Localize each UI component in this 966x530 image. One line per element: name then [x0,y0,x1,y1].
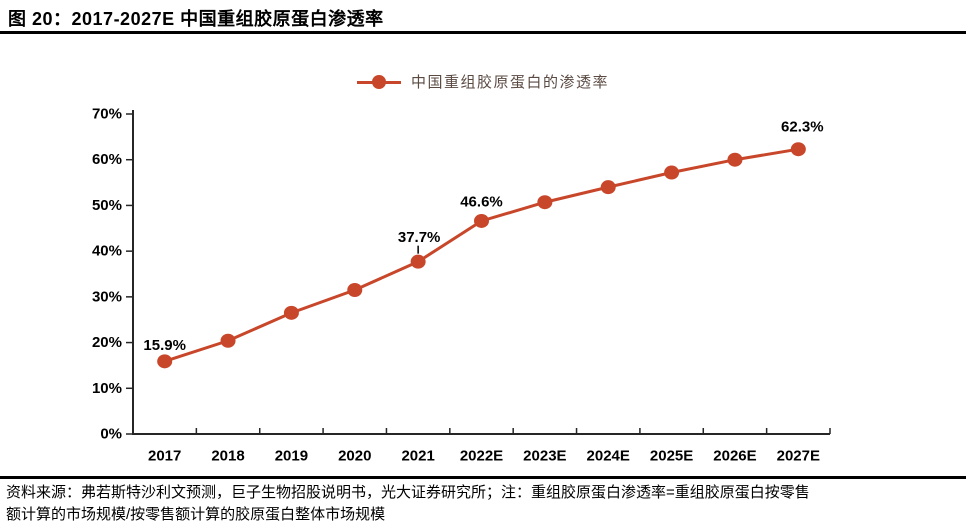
data-point [727,152,743,167]
legend-label: 中国重组胶原蛋白的渗透率 [410,75,609,91]
y-tick-label: 70% [92,106,122,123]
y-tick-label: 10% [92,380,122,397]
x-tick-label: 2026E [713,448,756,465]
y-tick-label: 0% [100,426,122,443]
data-point [664,165,680,180]
x-tick-label: 2023E [523,448,566,465]
data-point [410,254,426,269]
x-tick-label: 2021 [401,448,434,465]
x-tick-label: 2017 [148,448,181,465]
x-tick-label: 2020 [338,448,371,465]
x-tick-label: 2024E [587,448,630,465]
data-point [283,305,299,320]
data-point-label: 62.3% [781,119,824,136]
data-point [220,333,236,348]
data-point [157,354,173,369]
source-divider [0,476,966,479]
x-tick-label: 2022E [460,448,503,465]
page-title: 图 20：2017-2027E 中国重组胶原蛋白渗透率 [8,9,384,29]
axis-frame [132,110,830,435]
chart-legend: 中国重组胶原蛋白的渗透率 [0,71,966,92]
x-tick-label: 2018 [211,448,244,465]
data-point-label: 37.7% [398,229,441,246]
source-note: 资料来源：弗若斯特沙利文预测，巨子生物招股说明书，光大证券研究所；注：重组胶原蛋… [6,482,960,526]
x-tick-label: 2019 [275,448,308,465]
data-point [537,195,553,210]
legend-dot-icon [371,74,386,89]
series-line [164,147,799,363]
data-point-label: 15.9% [143,337,186,354]
y-tick-label: 60% [92,151,122,168]
source-note-line1: 资料来源：弗若斯特沙利文预测，巨子生物招股说明书，光大证券研究所；注：重组胶原蛋… [6,484,810,501]
data-point [474,213,489,228]
source-note-line2: 额计算的市场规模/按零售额计算的胶原蛋白整体市场规模 [6,506,386,523]
x-tick-label: 2027E [777,448,820,465]
y-tick-label: 30% [92,288,122,305]
y-tick-label: 20% [92,334,122,351]
y-tick-label: 50% [92,197,122,214]
title-divider [0,31,966,34]
y-tick-label: 40% [92,243,122,260]
data-point [600,180,616,195]
data-point [347,283,363,297]
data-point-label: 46.6% [460,193,503,210]
x-tick-label: 2025E [650,448,693,465]
data-point [790,142,806,157]
legend-series-icon [356,74,401,89]
